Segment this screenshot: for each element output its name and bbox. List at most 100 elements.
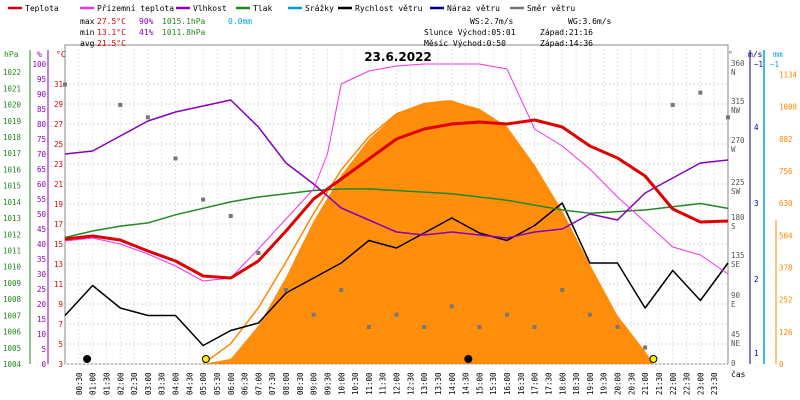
time-axis-label: čas — [731, 369, 746, 379]
time-tick-label: 07:30 — [268, 372, 277, 395]
time-tick-label: 07:00 — [254, 372, 263, 395]
time-tick-label: 02:00 — [116, 372, 125, 395]
time-tick-label: 05:00 — [199, 372, 208, 395]
wind-direction-marker — [698, 90, 703, 95]
time-tick-label: 17:00 — [531, 372, 540, 395]
solar-tick-label: 378 — [779, 263, 793, 272]
temperature-tick-label: 17 — [54, 220, 63, 229]
humidity-tick-label: 70 — [37, 150, 47, 159]
wind-direction-marker — [643, 345, 648, 350]
pressure-tick-label: 1020 — [3, 101, 22, 110]
wind-direction-marker — [228, 214, 233, 218]
pressure-tick-label: 1018 — [3, 133, 22, 142]
legend-wind-speed: Rychlost větru — [355, 4, 423, 13]
time-tick-label: 05:30 — [213, 372, 222, 395]
humidity-tick-label: 95 — [37, 75, 46, 84]
stats-sun-set: Západ:21:16 — [540, 28, 593, 37]
humidity-tick-label: 10 — [37, 330, 47, 339]
wind-direction-marker — [394, 312, 399, 317]
time-tick-label: 03:30 — [158, 372, 167, 395]
time-tick-label: 09:30 — [323, 372, 332, 395]
legend-wind-gust: Náraz větru — [447, 4, 500, 13]
temperature-tick-label: 21 — [54, 180, 63, 189]
stats-avg-label: avg — [80, 39, 95, 48]
pressure-tick-label: 1004 — [3, 360, 22, 369]
temperature-tick-label: 11 — [54, 280, 63, 289]
pressure-tick-label: 1021 — [3, 84, 21, 93]
legend-wind-direction: Směr větru — [527, 4, 575, 13]
wind-direction-marker — [311, 312, 316, 317]
wind-direction-marker — [560, 288, 565, 292]
humidity-line — [64, 99, 729, 239]
direction-tick-compass: SE — [731, 260, 741, 269]
direction-tick-compass: W — [731, 145, 736, 154]
time-tick-label: 01:30 — [102, 372, 111, 395]
solar-tick-label: 1134 — [779, 70, 798, 79]
time-tick-label: 02:30 — [130, 372, 139, 395]
direction-tick-compass: SW — [731, 187, 741, 196]
humidity-tick-label: 50 — [37, 210, 47, 219]
wind-direction-marker — [173, 156, 178, 161]
humidity-tick-label: 80 — [37, 120, 47, 129]
wind-direction-marker — [284, 288, 288, 292]
wind-direction-marker — [726, 115, 730, 120]
wind-unit: m/s — [748, 50, 763, 59]
temperature-tick-label: 29 — [54, 100, 63, 109]
temperature-unit: °C — [56, 50, 66, 59]
wind-tick-label: 3 — [754, 199, 759, 208]
direction-tick-compass: N — [731, 68, 736, 77]
humidity-tick-label: 55 — [37, 195, 46, 204]
pressure-tick-label: 1013 — [3, 214, 21, 223]
legend-rain: Srážky — [305, 4, 334, 13]
temperature-tick-label: 23 — [54, 160, 63, 169]
solar-tick-label: 252 — [779, 296, 793, 305]
direction-tick-compass: NW — [731, 106, 741, 115]
ground-temperature-line — [64, 63, 729, 282]
humidity-tick-label: 45 — [37, 225, 46, 234]
humidity-tick-label: 15 — [37, 315, 46, 324]
time-tick-label: 20:30 — [627, 372, 636, 395]
pressure-tick-label: 1007 — [3, 311, 21, 320]
solar-tick-label: 1008 — [779, 103, 798, 112]
solar-tick-label: 126 — [779, 328, 793, 337]
rain-unit: mm — [773, 50, 783, 59]
stats-max-hum: 90% — [139, 17, 154, 26]
temperature-tick-label: 31 — [54, 80, 63, 89]
pressure-tick-label: 1006 — [3, 328, 22, 337]
legend-ground-temperature: Přízemní teplota — [97, 4, 174, 13]
wind-direction-marker — [505, 312, 509, 317]
temperature-tick-label: 5 — [58, 340, 63, 349]
direction-tick-compass: E — [731, 300, 736, 309]
wind-direction-marker — [670, 103, 675, 107]
time-tick-label: 11:00 — [365, 372, 374, 395]
humidity-unit: % — [37, 50, 42, 59]
humidity-tick-label: 75 — [37, 135, 46, 144]
pressure-tick-label: 1005 — [3, 344, 21, 353]
humidity-tick-label: 90 — [37, 90, 47, 99]
direction-tick-label: 225 — [731, 178, 745, 187]
stats-ws: WS:2.7m/s — [470, 17, 514, 26]
moonrise-marker — [83, 355, 92, 363]
solar-tick-label: 630 — [779, 199, 793, 208]
wind-direction-marker — [449, 304, 454, 309]
pressure-unit: hPa — [4, 50, 19, 59]
time-tick-label: 11:30 — [379, 372, 388, 395]
humidity-tick-label: 25 — [37, 285, 46, 294]
direction-tick-compass: S — [731, 222, 736, 231]
time-tick-label: 15:00 — [475, 372, 484, 395]
chart-title: 23.6.2022 — [364, 50, 432, 64]
stats-min-press: 1011.8hPa — [162, 28, 206, 37]
wind-direction-marker — [532, 325, 537, 329]
moonset-marker — [464, 355, 473, 363]
time-tick-label: 18:00 — [558, 372, 567, 395]
legend-pressure: Tlak — [253, 4, 272, 13]
pressure-tick-label: 1010 — [3, 263, 22, 272]
pressure-tick-label: 1019 — [3, 117, 21, 126]
time-tick-label: 04:00 — [172, 372, 181, 395]
pressure-tick-label: 1011 — [3, 246, 21, 255]
humidity-tick-label: 5 — [41, 345, 46, 354]
temperature-tick-label: 27 — [54, 120, 63, 129]
time-tick-label: 13:00 — [420, 372, 429, 395]
time-tick-label: 19:00 — [586, 372, 595, 395]
